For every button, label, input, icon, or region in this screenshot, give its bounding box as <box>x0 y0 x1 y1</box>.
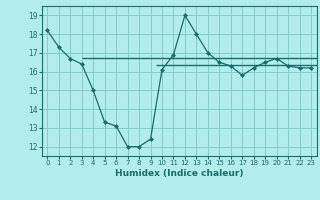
X-axis label: Humidex (Indice chaleur): Humidex (Indice chaleur) <box>115 169 244 178</box>
